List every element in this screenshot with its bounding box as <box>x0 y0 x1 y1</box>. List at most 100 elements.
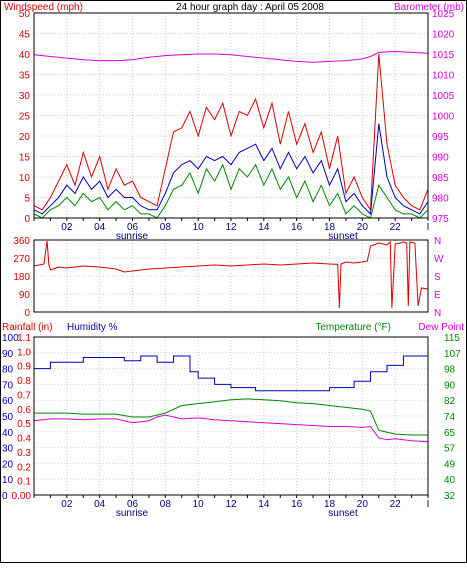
humidity-tick-label: 70 <box>2 380 14 391</box>
temperature-tick-label: 98 <box>444 365 456 376</box>
temperature-tick-label: 65 <box>444 428 456 439</box>
barometer-tick-label: 980 <box>432 194 449 205</box>
compass-tick-label: S <box>434 272 441 283</box>
temperature-tick-label: 57 <box>444 444 456 455</box>
temperature-tick-label: 32 <box>444 491 456 502</box>
rainfall-tick-label: 0.8 <box>17 376 31 387</box>
direction-tick-label: 0 <box>24 308 30 319</box>
barometer-tick-label: 975 <box>432 214 449 225</box>
series-line-green <box>34 398 428 436</box>
sunset-label: sunset <box>328 508 358 519</box>
humidity-tick-label: 0 <box>2 491 8 502</box>
compass-tick-label: E <box>434 290 441 301</box>
rainfall-tick-label: 0.2 <box>17 462 31 473</box>
sunrise-label: sunrise <box>116 231 149 242</box>
barometer-tick-label: 1000 <box>432 112 455 123</box>
x-tick-label: 02 <box>61 222 73 233</box>
compass-tick-label: W <box>434 254 444 265</box>
series-line-red <box>33 53 429 212</box>
temperature-tick-label: 49 <box>444 459 456 470</box>
x-tick-label: 06 <box>127 222 139 233</box>
x-tick-label: 02 <box>61 499 73 510</box>
dewpoint-axis-title: Dew Point <box>418 322 464 333</box>
series-line-green <box>33 163 429 219</box>
x-tick-label: 08 <box>160 222 172 233</box>
x-tick-label: 06 <box>127 499 139 510</box>
temperature-tick-label: 90 <box>444 380 456 391</box>
direction-tick-label: 180 <box>13 272 30 283</box>
x-tick-label: 10 <box>193 499 205 510</box>
barometer-tick-label: 985 <box>432 173 449 184</box>
rainfall-tick-label: 1.1 <box>17 333 31 344</box>
x-tick-label-end: I <box>427 499 430 510</box>
series-line-red <box>33 240 429 309</box>
windspeed-tick-label: 15 <box>19 153 31 164</box>
x-tick-label: 18 <box>324 222 336 233</box>
x-tick-label: 18 <box>324 499 336 510</box>
x-tick-label: 14 <box>258 222 270 233</box>
series-line-blue <box>33 123 429 216</box>
x-tick-label: 16 <box>291 499 303 510</box>
barometer-tick-label: 1010 <box>432 71 455 82</box>
x-tick-label: 22 <box>390 222 402 233</box>
windspeed-tick-label: 45 <box>19 30 31 41</box>
rainfall-tick-label: 0.3 <box>17 448 31 459</box>
windspeed-tick-label: 0 <box>24 214 30 225</box>
x-tick-label: 12 <box>225 499 237 510</box>
sunrise-label: sunrise <box>116 508 149 519</box>
x-tick-label: 14 <box>258 499 270 510</box>
x-tick-label: 22 <box>390 499 402 510</box>
rainfall-tick-label: 0.6 <box>17 405 31 416</box>
direction-tick-label: 360 <box>13 236 30 247</box>
humidity-tick-label: 30 <box>2 444 14 455</box>
series-line-magenta <box>33 50 429 63</box>
humidity-axis-title: Humidity % <box>67 322 118 333</box>
temperature-tick-label: 107 <box>444 349 461 360</box>
humidity-tick-label: 90 <box>2 349 14 360</box>
wind-direction-frame <box>33 239 429 313</box>
barometer-tick-label: 1005 <box>432 91 455 102</box>
x-tick-label: 04 <box>94 222 106 233</box>
rainfall-tick-label: 0.9 <box>17 362 31 373</box>
series-line-magenta <box>33 414 429 443</box>
temperature-tick-label: 40 <box>444 475 456 486</box>
humidity-tick-label: 50 <box>2 412 14 423</box>
rainfall-tick-label: 0.4 <box>17 434 31 445</box>
windspeed-tick-label: 50 <box>19 9 31 20</box>
rainfall-tick-label: 0.00 <box>12 491 32 502</box>
direction-tick-label: 90 <box>19 290 31 301</box>
x-tick-label: 20 <box>357 499 369 510</box>
graph-title: 24 hour graph day : April 05 2008 <box>176 2 324 13</box>
rainfall-axis-title: Rainfall (in) <box>2 322 53 333</box>
rain-humidity-temp-panel: 0 10 20 30 40 50 60 70 80 90 100 0.00 0.1 0.2 0.3 0.4 0.… <box>2 333 461 519</box>
compass-tick-label: N <box>434 236 441 247</box>
humidity-tick-label: 80 <box>2 365 14 376</box>
barometer-tick-label: 1015 <box>432 50 455 61</box>
windspeed-axis-title: Windspeed (mph) <box>4 2 83 13</box>
barometer-tick-label: 1020 <box>432 30 455 41</box>
rainfall-tick-label: 0.1 <box>17 477 31 488</box>
x-tick-label: 04 <box>94 499 106 510</box>
direction-tick-label: 270 <box>13 254 30 265</box>
rainfall-tick-label: 0.7 <box>17 390 31 401</box>
humidity-tick-label: 60 <box>2 396 14 407</box>
sunset-label: sunset <box>328 231 358 242</box>
rainfall-tick-label: 1.0 <box>17 347 31 358</box>
x-tick-label: 08 <box>160 499 172 510</box>
temperature-axis-title: Temperature (°F) <box>315 322 391 333</box>
temperature-tick-label: 115 <box>444 333 460 344</box>
barometer-tick-label: 990 <box>432 153 449 164</box>
humidity-tick-label: 40 <box>2 428 14 439</box>
windspeed-tick-label: 40 <box>19 50 31 61</box>
windspeed-tick-label: 5 <box>24 194 30 205</box>
x-tick-label: 16 <box>291 222 303 233</box>
temperature-tick-label: 74 <box>444 412 456 423</box>
windspeed-tick-label: 10 <box>19 173 31 184</box>
rainfall-tick-label: 0.5 <box>17 419 31 430</box>
humidity-tick-label: 10 <box>2 475 14 486</box>
x-tick-label-end: I <box>427 222 430 233</box>
series-line-blue <box>34 355 428 392</box>
